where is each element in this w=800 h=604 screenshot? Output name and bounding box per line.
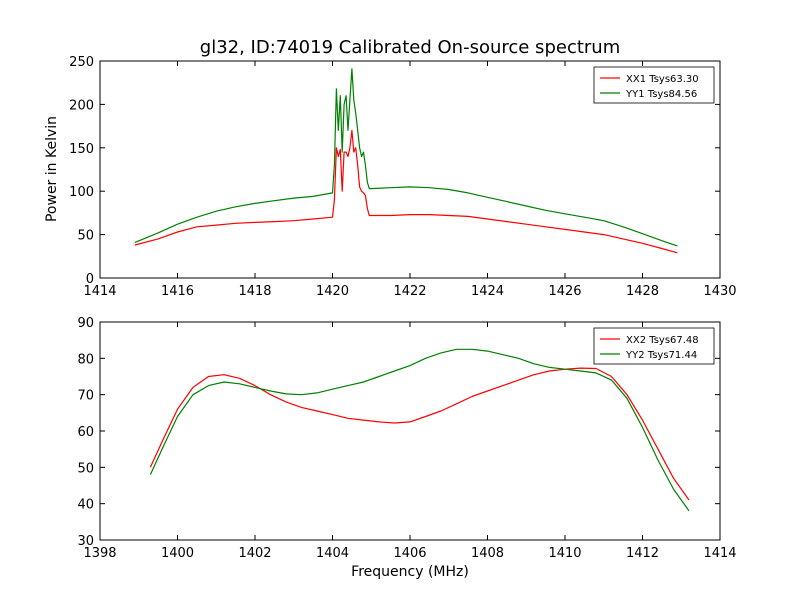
y-tick-label: 80 (77, 352, 94, 367)
x-tick-label: 1408 (471, 546, 504, 561)
x-tick-label: 1430 (703, 284, 736, 299)
legend-label: YY1 Tsys84.56 (625, 89, 697, 100)
x-tick-label: 1426 (548, 284, 581, 299)
x-tick-label: 1414 (703, 546, 736, 561)
legend-box (593, 327, 715, 365)
y-tick-label: 90 (77, 316, 94, 331)
y-tick-label: 30 (77, 534, 94, 549)
series-line-1-1 (134, 129, 678, 254)
chart-title: gl32, ID:74019 Calibrated On-source spec… (200, 37, 620, 58)
x-tick-label: 1416 (161, 284, 194, 299)
top-spectrum-chart: 1414 1416 1418 1420 1422 1424 1426 1428 1430 0 50 1… (69, 55, 736, 299)
series-line-2-2 (149, 348, 690, 512)
x-tick-label: 1418 (238, 284, 271, 299)
x-tick-label: 1400 (161, 546, 194, 561)
y-tick-label: 250 (69, 55, 94, 70)
y-axis-label: Power in Kelvin (44, 116, 60, 222)
legend: XX2 Tsys67.48 YY2 Tsys71.44 (593, 327, 715, 365)
x-tick-label: 1422 (393, 284, 426, 299)
x-tick-label: 1398 (83, 546, 116, 561)
x-tick-label: 1428 (626, 284, 659, 299)
y-tick-label: 0 (86, 272, 94, 287)
x-tick-label: 1404 (316, 546, 349, 561)
legend-box (593, 66, 715, 104)
series-line-2-1 (149, 367, 690, 501)
y-tick-label: 40 (77, 498, 94, 513)
x-tick-label: 1412 (626, 546, 659, 561)
bottom-spectrum-chart: 1398 1400 1402 1404 1406 1408 1410 1412 1414 30 40… (77, 316, 736, 561)
series-line-1-2 (134, 68, 678, 247)
y-tick-label: 50 (77, 229, 94, 244)
x-tick-label: 1414 (83, 284, 116, 299)
x-tick-label: 1406 (393, 546, 426, 561)
legend-label: XX1 Tsys63.30 (626, 74, 699, 85)
legend-label: YY2 Tsys71.44 (625, 350, 697, 361)
x-tick-label: 1424 (471, 284, 504, 299)
x-tick-label: 1402 (238, 546, 271, 561)
y-tick-label: 60 (77, 425, 94, 440)
x-tick-label: 1410 (548, 546, 581, 561)
x-tick-label: 1420 (316, 284, 349, 299)
y-tick-label: 100 (69, 185, 94, 200)
y-tick-label: 50 (77, 461, 94, 476)
legend-label: XX2 Tsys67.48 (626, 335, 699, 346)
y-tick-label: 150 (69, 142, 94, 157)
legend: XX1 Tsys63.30 YY1 Tsys84.56 (593, 66, 715, 104)
y-tick-label: 200 (69, 98, 94, 113)
x-axis-label: Frequency (MHz) (351, 564, 469, 580)
y-tick-label: 70 (77, 389, 94, 404)
